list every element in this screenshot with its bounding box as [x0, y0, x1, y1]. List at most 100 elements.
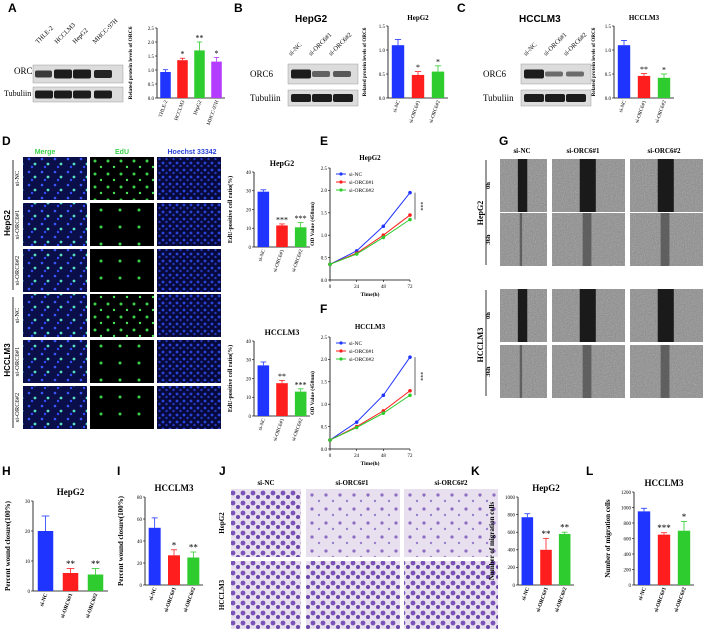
bar [177, 60, 188, 98]
y-axis-label: Related protein levels of ORC6 [128, 26, 134, 99]
chart-B-bar: 0.0 0.5 1.0 1.5 HepG2 Related protein levels … [362, 14, 448, 124]
panelJ-row-label: HepG2 [218, 512, 226, 534]
panelG-group-label: HCCLM3 [476, 328, 485, 363]
significance-mark: ** [189, 543, 199, 553]
significance-mark: * [172, 540, 177, 550]
panelD-col-header: EdU [115, 149, 129, 156]
y-tick-label: 20 [246, 377, 252, 382]
wound-gap [517, 159, 528, 212]
wound-gap [582, 345, 592, 398]
legend-marker [339, 188, 343, 192]
hoechst-micrograph-cells [157, 203, 221, 246]
transwell-micrograph-cells [231, 561, 301, 629]
data-point [328, 262, 332, 267]
significance-mark: ** [91, 559, 101, 569]
bar [677, 530, 691, 585]
y-tick-label: 10 [246, 227, 252, 232]
panelA-orc6-blot-band [54, 69, 72, 79]
x-axis-label: Time(h) [361, 460, 380, 467]
panelA-tubulin-blot-band [54, 90, 72, 99]
y-tick-label: 80 [137, 496, 143, 501]
panelA-tubulin-blot-band [94, 90, 112, 99]
bar [37, 531, 54, 591]
data-point [408, 355, 412, 359]
y-tick-label: 0.5 [605, 73, 612, 78]
panelA-blot-label: Tubuliin [4, 89, 31, 98]
y-tick-label: 200 [624, 568, 632, 573]
legend-label: si-NC [349, 341, 362, 347]
panelC-orc6-blot-band [566, 71, 584, 77]
edu-micrograph-cells [90, 340, 154, 383]
bar [294, 391, 307, 416]
significance-mark: *** [417, 372, 423, 381]
bar [211, 61, 222, 98]
y-tick-label: 0 [28, 590, 31, 595]
bar [194, 50, 205, 98]
y-tick-label: 1.5 [321, 212, 328, 217]
category-label: si-NC [521, 587, 531, 602]
panelA-tubulin-blot-band [35, 90, 53, 99]
data-point [354, 252, 359, 256]
bar [637, 511, 651, 585]
wound-gap [657, 289, 674, 342]
panel-letter-b: B [234, 1, 243, 15]
chart-title: HepG2 [359, 154, 381, 162]
series-line [329, 214, 411, 265]
bar [87, 574, 104, 591]
hoechst-micrograph-cells [157, 157, 221, 200]
y-tick-label: 2.0 [321, 358, 328, 363]
transwell-micrograph-cells [306, 489, 400, 557]
y-tick-label: 1.0 [321, 234, 328, 239]
panelJ-col-header: si-ORC6#1 [335, 479, 369, 487]
y-tick-label: 0.5 [148, 83, 155, 88]
panelA-orc6-blot-band [35, 70, 52, 78]
category-label: MHCC-97H [206, 99, 221, 126]
series-line [329, 356, 411, 441]
x-tick-label: 72 [408, 454, 414, 459]
bar [160, 71, 171, 98]
edu-micrograph-cells [90, 249, 154, 292]
category-label: si-ORC6#2 [183, 586, 198, 613]
wound-gap [660, 345, 670, 398]
significance-mark: * [215, 49, 219, 58]
merge-micrograph-cells [23, 157, 87, 200]
panelC-blot-label: ORC6 [483, 69, 507, 79]
wound-gap [519, 213, 523, 266]
bar [521, 517, 534, 585]
category-label: si-ORC6#2 [654, 99, 668, 124]
y-tick-label: 20 [246, 208, 252, 213]
wound-gap [579, 159, 596, 212]
legend-label: si-ORC6#2 [349, 357, 374, 363]
series-line [329, 219, 411, 265]
panelD-group-label: HepG2 [3, 210, 12, 236]
panelD-row-label: si-NC [14, 171, 21, 187]
bar [257, 365, 270, 416]
x-tick-label: 48 [381, 285, 387, 290]
category-label: si-ORC6#1 [535, 586, 550, 613]
panelC-orc6-blot-band [545, 71, 563, 77]
panel-letter-f: F [320, 302, 327, 316]
chart-title: HCCLM3 [265, 328, 300, 337]
y-tick-label: 400 [508, 549, 516, 554]
y-axis-label: Related protein levels of ORC6 [591, 27, 597, 96]
edu-micrograph-cells [90, 203, 154, 246]
x-tick-label: 72 [408, 285, 414, 290]
wound-gap [519, 345, 523, 398]
chart-C-bar: 0.0 0.5 1.0 1.5 HCCLM3 Related protein levels… [591, 14, 674, 124]
panelD-row-label: si-ORC6#1 [14, 347, 21, 377]
edu-micrograph-cells [90, 386, 154, 429]
chart-I-bar: 0 20 40 60 80 HCCLM3 Percent wound closure(100… [117, 483, 203, 613]
category-label: si-NC [392, 99, 402, 113]
bar [657, 77, 671, 98]
legend-marker [339, 357, 343, 361]
y-tick-label: 0 [249, 415, 252, 420]
bar [617, 45, 631, 98]
category-label: si-ORC6#2 [291, 417, 305, 442]
chart-title: HepG2 [407, 14, 429, 22]
panelJ-col-header: si-NC [257, 479, 274, 487]
significance-mark: ** [560, 523, 570, 533]
legend-label: si-ORC6#2 [349, 188, 374, 194]
category-label: si-NC [257, 248, 267, 262]
panelC-title: HCCLM3 [519, 14, 561, 25]
